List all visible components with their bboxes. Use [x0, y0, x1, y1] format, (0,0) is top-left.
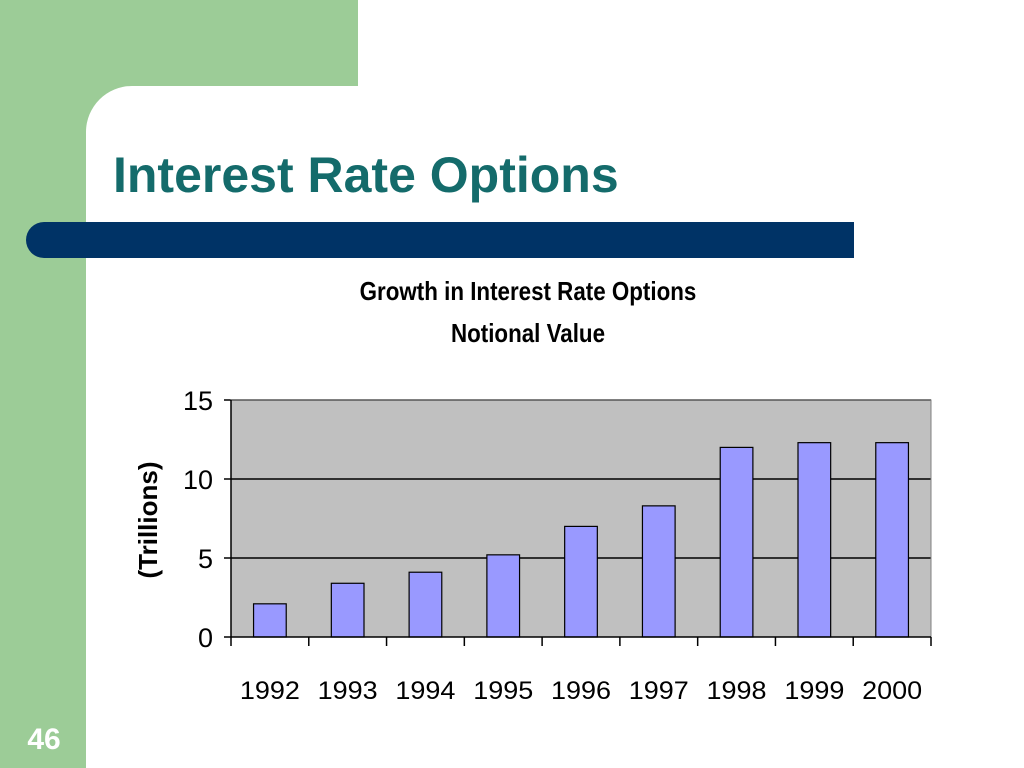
bar-1993 [330, 582, 365, 638]
chart-title: Growth in Interest Rate Options [359, 276, 697, 306]
x-tick-label: 1997 [629, 677, 689, 705]
y-axis-label: (Trillions) [133, 462, 163, 579]
x-tick-label: 1993 [318, 677, 378, 705]
x-tick-label: 1998 [707, 677, 767, 705]
bar-1996 [564, 525, 598, 638]
chart-title-block: Growth in Interest Rate Options Notional… [272, 270, 785, 354]
page-number: 46 [27, 723, 61, 756]
bar-1998 [719, 446, 754, 638]
bar-1995 [486, 554, 521, 638]
x-tick-label: 1994 [395, 677, 455, 705]
y-tick-label: 0 [198, 623, 213, 653]
y-tick-label: 15 [183, 386, 213, 416]
y-tick-label: 10 [183, 465, 213, 495]
bar-2000 [875, 442, 910, 638]
bar-1997 [641, 505, 676, 638]
chart-subtitle: Notional Value [450, 318, 606, 348]
x-tick-label: 1996 [551, 677, 611, 705]
x-tick-label: 1995 [473, 677, 533, 705]
slide-title: Interest Rate Options [113, 147, 619, 203]
y-tick-label: 5 [198, 544, 213, 574]
x-tick-label: 1992 [240, 677, 300, 705]
x-tick-label: 1999 [784, 677, 844, 705]
bar-1999 [797, 442, 832, 638]
x-tick-label: 2000 [862, 677, 922, 705]
bar-1994 [408, 571, 443, 638]
title-underline-bar [26, 222, 854, 258]
bar-1992 [252, 603, 287, 638]
